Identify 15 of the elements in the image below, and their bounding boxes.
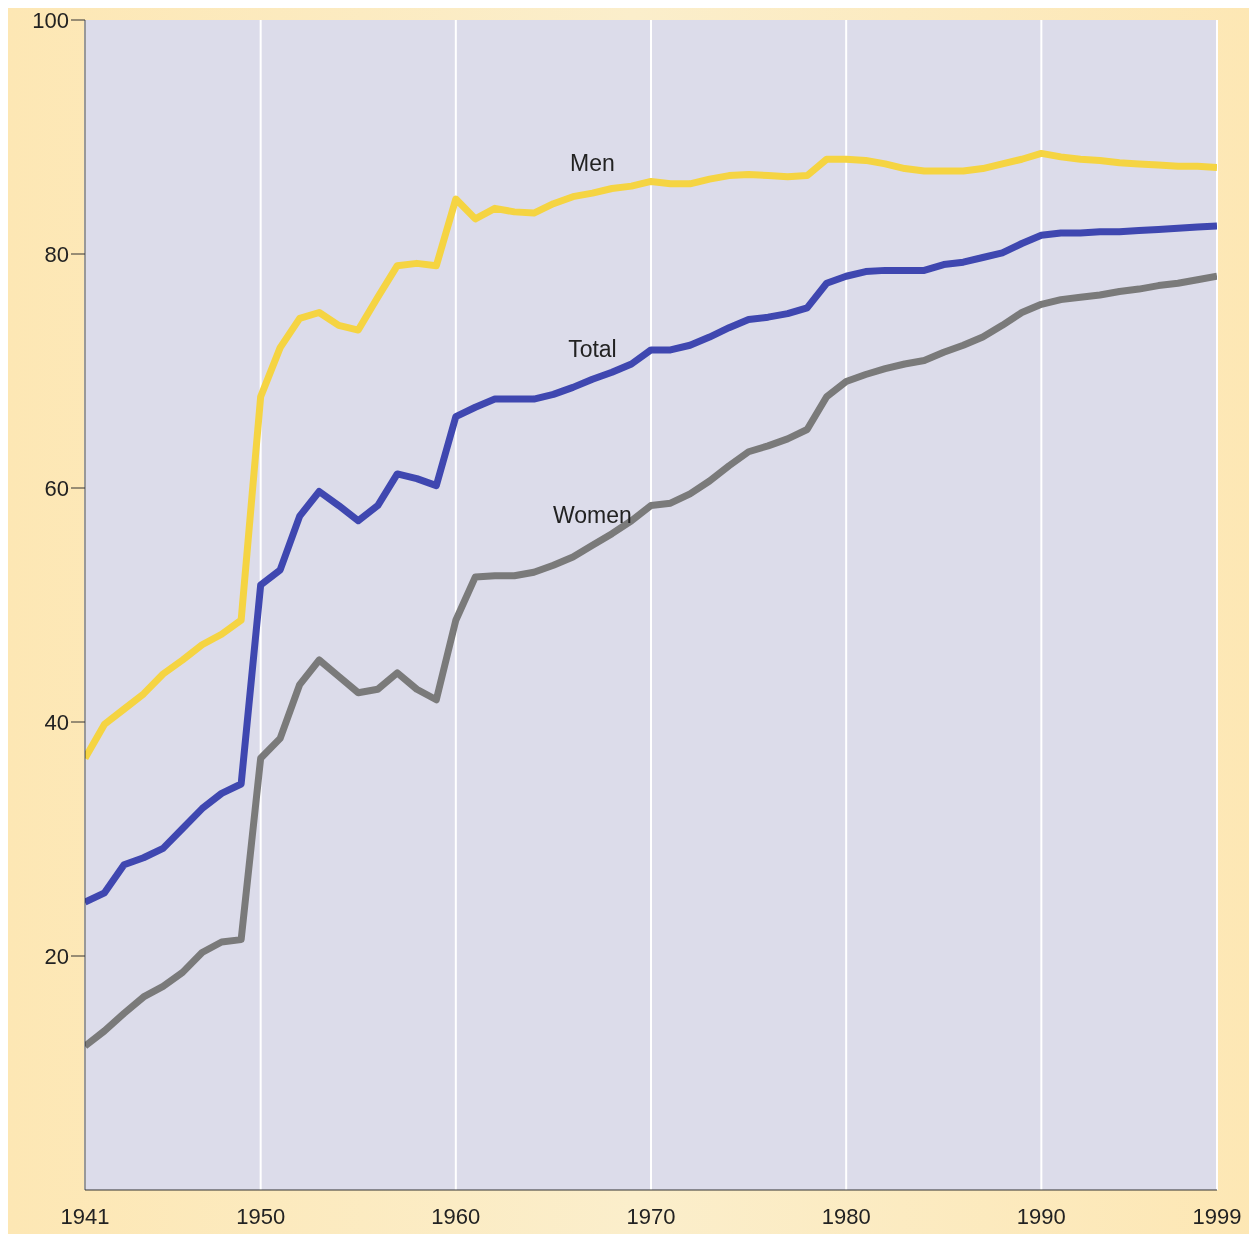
x-tick-label: 1990 xyxy=(1016,1203,1066,1229)
y-tick-label: 80 xyxy=(44,241,69,267)
y-tick-label: 60 xyxy=(44,475,69,501)
x-tick-label: 1970 xyxy=(626,1203,676,1229)
x-tick-label: 1960 xyxy=(431,1203,481,1229)
series-label: Total xyxy=(568,336,617,363)
series-label: Women xyxy=(553,502,632,529)
x-tick-label: 1999 xyxy=(1192,1203,1242,1229)
x-tick-label: 1950 xyxy=(236,1203,286,1229)
y-tick-label: 40 xyxy=(44,709,69,735)
x-tick-label: 1980 xyxy=(821,1203,871,1229)
x-tick-label: 1941 xyxy=(60,1203,110,1229)
series-label: Men xyxy=(570,150,615,177)
y-tick-label: 100 xyxy=(32,7,69,33)
y-tick-label: 20 xyxy=(44,943,69,969)
